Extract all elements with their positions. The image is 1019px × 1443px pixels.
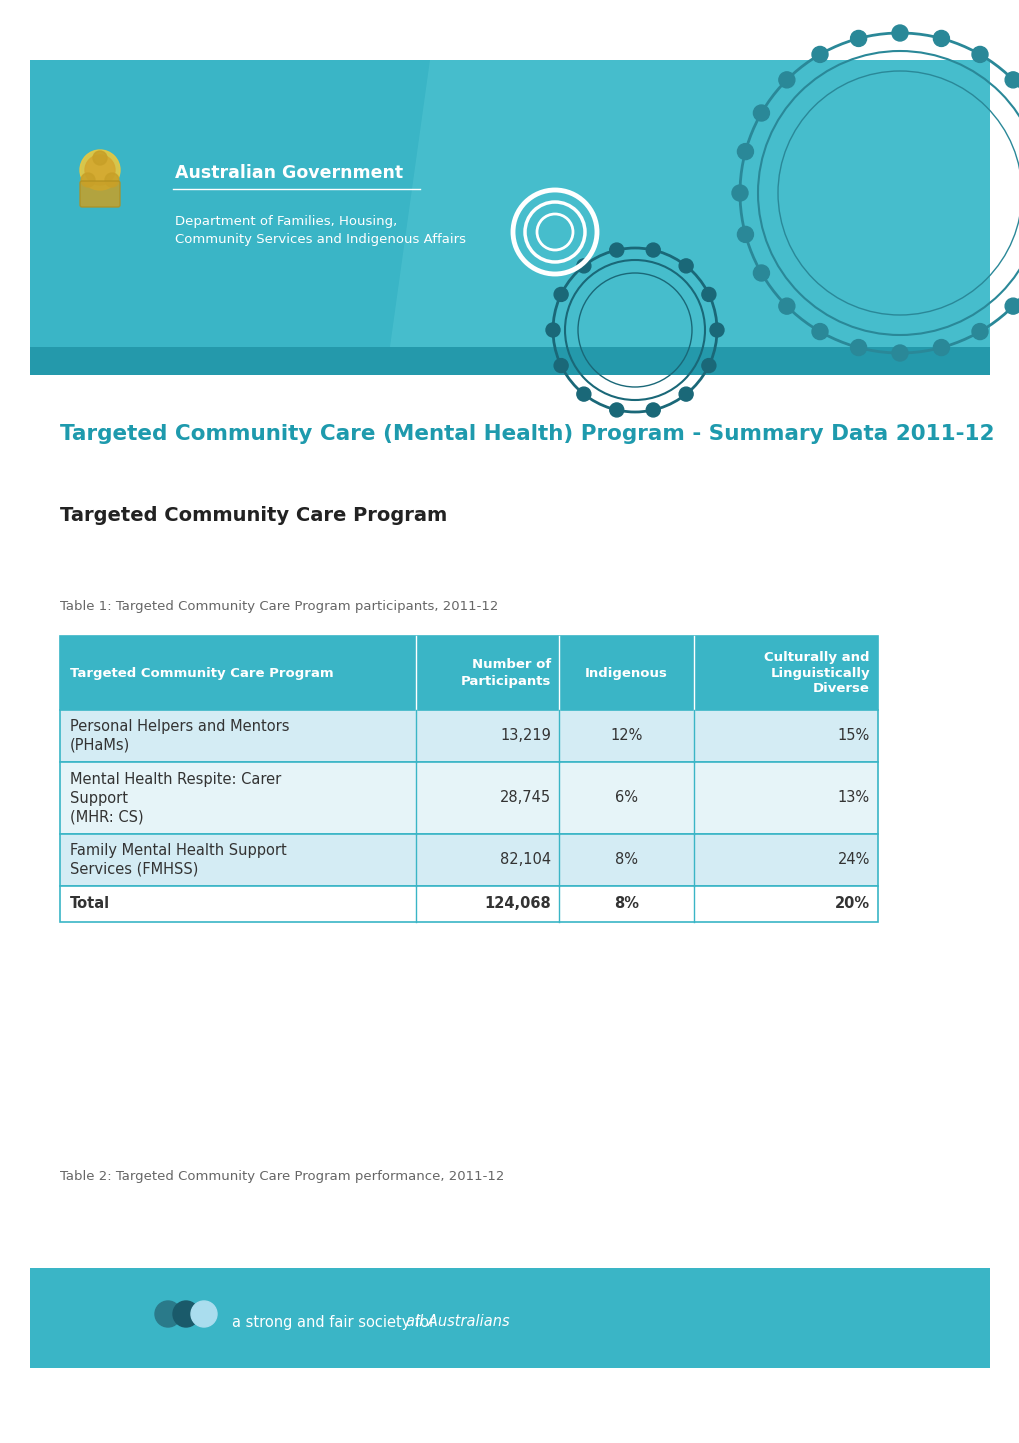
Circle shape bbox=[81, 173, 95, 188]
FancyBboxPatch shape bbox=[60, 710, 877, 762]
Circle shape bbox=[811, 46, 827, 62]
Text: Family Mental Health Support
Services (FMHSS): Family Mental Health Support Services (F… bbox=[70, 843, 286, 877]
Text: 20%: 20% bbox=[835, 896, 869, 912]
Text: 28,745: 28,745 bbox=[499, 791, 550, 805]
Circle shape bbox=[932, 30, 949, 46]
Circle shape bbox=[646, 242, 659, 257]
Circle shape bbox=[932, 339, 949, 355]
Text: 13%: 13% bbox=[837, 791, 869, 805]
Circle shape bbox=[701, 358, 715, 372]
Text: a strong and fair society for: a strong and fair society for bbox=[231, 1315, 439, 1329]
Circle shape bbox=[173, 1302, 199, 1328]
Text: 8%: 8% bbox=[614, 853, 637, 867]
Circle shape bbox=[753, 266, 768, 281]
Circle shape bbox=[577, 387, 590, 401]
FancyBboxPatch shape bbox=[79, 180, 120, 206]
Text: Table 2: Targeted Community Care Program performance, 2011-12: Table 2: Targeted Community Care Program… bbox=[60, 1170, 503, 1183]
Circle shape bbox=[850, 339, 866, 355]
FancyBboxPatch shape bbox=[60, 636, 877, 710]
Text: Department of Families, Housing,
Community Services and Indigenous Affairs: Department of Families, Housing, Communi… bbox=[175, 215, 466, 245]
Circle shape bbox=[779, 299, 794, 315]
FancyBboxPatch shape bbox=[60, 886, 877, 922]
Circle shape bbox=[732, 185, 747, 201]
Circle shape bbox=[553, 287, 568, 302]
Circle shape bbox=[679, 387, 693, 401]
Circle shape bbox=[545, 323, 559, 338]
Circle shape bbox=[892, 25, 907, 40]
Circle shape bbox=[971, 46, 987, 62]
Text: 12%: 12% bbox=[609, 729, 642, 743]
Text: Number of
Participants: Number of Participants bbox=[461, 658, 550, 687]
Text: Total: Total bbox=[70, 896, 110, 912]
Text: 82,104: 82,104 bbox=[499, 853, 550, 867]
Circle shape bbox=[577, 258, 590, 273]
Circle shape bbox=[1004, 72, 1019, 88]
Text: Australian Government: Australian Government bbox=[175, 165, 403, 182]
Circle shape bbox=[679, 258, 693, 273]
Circle shape bbox=[85, 154, 115, 185]
Circle shape bbox=[779, 72, 794, 88]
Circle shape bbox=[1004, 299, 1019, 315]
Circle shape bbox=[892, 345, 907, 361]
Text: Targeted Community Care (Mental Health) Program - Summary Data 2011-12: Targeted Community Care (Mental Health) … bbox=[60, 424, 994, 444]
Circle shape bbox=[737, 144, 753, 160]
Text: 15%: 15% bbox=[837, 729, 869, 743]
Text: Indigenous: Indigenous bbox=[585, 667, 667, 680]
Text: all Australians: all Australians bbox=[406, 1315, 510, 1329]
Circle shape bbox=[709, 323, 723, 338]
Circle shape bbox=[701, 287, 715, 302]
Circle shape bbox=[609, 403, 624, 417]
Circle shape bbox=[753, 105, 768, 121]
FancyBboxPatch shape bbox=[60, 834, 877, 886]
Text: 6%: 6% bbox=[614, 791, 637, 805]
FancyBboxPatch shape bbox=[30, 1268, 989, 1368]
Circle shape bbox=[811, 323, 827, 339]
Text: Targeted Community Care Program: Targeted Community Care Program bbox=[70, 667, 333, 680]
Circle shape bbox=[79, 150, 120, 190]
Text: 13,219: 13,219 bbox=[499, 729, 550, 743]
FancyBboxPatch shape bbox=[30, 346, 989, 375]
FancyBboxPatch shape bbox=[30, 61, 989, 375]
Circle shape bbox=[737, 227, 753, 242]
Circle shape bbox=[609, 242, 624, 257]
Circle shape bbox=[971, 323, 987, 339]
Text: Targeted Community Care Program: Targeted Community Care Program bbox=[60, 506, 446, 525]
Text: Table 1: Targeted Community Care Program participants, 2011-12: Table 1: Targeted Community Care Program… bbox=[60, 600, 498, 613]
Circle shape bbox=[155, 1302, 180, 1328]
Text: Mental Health Respite: Carer
Support
(MHR: CS): Mental Health Respite: Carer Support (MH… bbox=[70, 772, 281, 824]
Circle shape bbox=[850, 30, 866, 46]
Text: Personal Helpers and Mentors
(PHaMs): Personal Helpers and Mentors (PHaMs) bbox=[70, 719, 289, 753]
Text: 24%: 24% bbox=[837, 853, 869, 867]
Circle shape bbox=[93, 152, 107, 165]
Text: Culturally and
Linguistically
Diverse: Culturally and Linguistically Diverse bbox=[764, 651, 869, 696]
Circle shape bbox=[553, 358, 568, 372]
FancyBboxPatch shape bbox=[60, 762, 877, 834]
Text: 8%: 8% bbox=[613, 896, 638, 912]
Circle shape bbox=[646, 403, 659, 417]
Circle shape bbox=[191, 1302, 217, 1328]
Polygon shape bbox=[389, 61, 989, 346]
Text: 124,068: 124,068 bbox=[484, 896, 550, 912]
Circle shape bbox=[105, 173, 119, 188]
